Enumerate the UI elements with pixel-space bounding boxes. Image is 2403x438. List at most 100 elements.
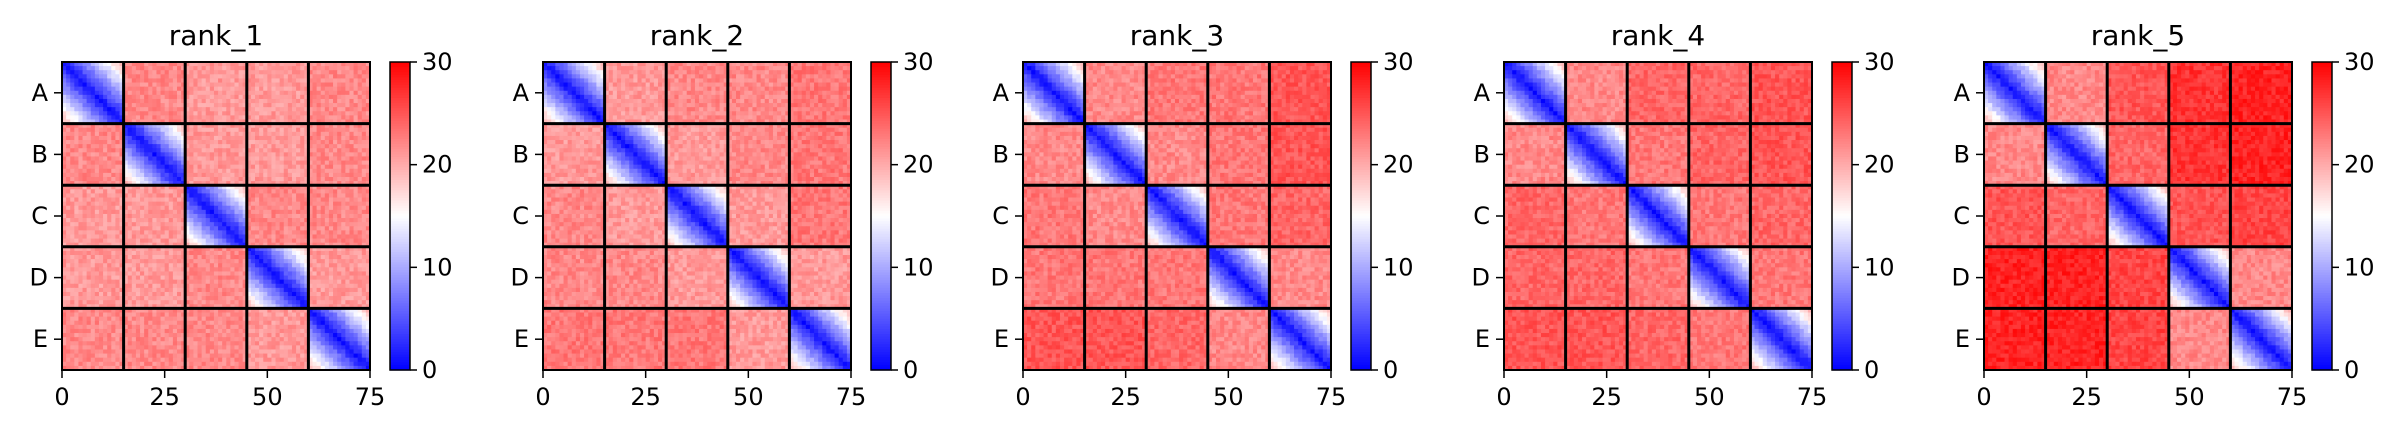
- heatmap-cell: [136, 99, 141, 104]
- heatmap-cell: [83, 234, 88, 239]
- heatmap-cell: [288, 280, 293, 285]
- heatmap-cell: [358, 91, 363, 96]
- heatmap-cell: [136, 267, 141, 272]
- heatmap-cell: [362, 111, 367, 116]
- heatmap-cell: [354, 165, 359, 170]
- heatmap-cell: [128, 103, 133, 108]
- heatmap-cell: [193, 115, 198, 120]
- heatmap-cell: [218, 161, 223, 166]
- heatmap-cell: [128, 193, 133, 198]
- heatmap-cell: [95, 263, 100, 268]
- heatmap-cell: [103, 193, 108, 198]
- heatmap-cell: [329, 66, 334, 71]
- heatmap-cell: [288, 189, 293, 194]
- heatmap-cell: [193, 251, 198, 256]
- heatmap-cell: [66, 259, 71, 264]
- heatmap-cell: [111, 267, 116, 272]
- heatmap-cell: [341, 267, 346, 272]
- heatmap-cell: [70, 255, 75, 260]
- heatmap-cell: [70, 230, 75, 235]
- heatmap-cell: [288, 198, 293, 203]
- heatmap-cell: [271, 259, 276, 264]
- heatmap-cell: [280, 66, 285, 71]
- heatmap-cell: [337, 263, 342, 268]
- heatmap-cell: [161, 234, 166, 239]
- heatmap-cell: [202, 259, 207, 264]
- heatmap-cell: [284, 115, 289, 120]
- heatmap-cell: [111, 107, 116, 112]
- heatmap-cell: [136, 300, 141, 305]
- heatmap-cell: [156, 165, 161, 170]
- heatmap-cell: [267, 239, 272, 244]
- heatmap-cell: [156, 280, 161, 285]
- heatmap-cell: [78, 193, 83, 198]
- heatmap-cell: [325, 193, 330, 198]
- heatmap-cell: [152, 132, 157, 137]
- heatmap-cell: [152, 99, 157, 104]
- heatmap-cell: [115, 99, 120, 104]
- heatmap-cell: [156, 66, 161, 71]
- heatmap-cell: [284, 99, 289, 104]
- heatmap-cell: [132, 271, 137, 276]
- heatmap-cell: [292, 165, 297, 170]
- heatmap-cell: [152, 222, 157, 227]
- heatmap-cell: [177, 70, 182, 75]
- heatmap-cell: [259, 255, 264, 260]
- heatmap-cell: [99, 152, 104, 157]
- heatmap-cell: [313, 193, 318, 198]
- heatmap-cell: [259, 111, 264, 116]
- heatmap-cell: [115, 66, 120, 71]
- heatmap-cell: [358, 161, 363, 166]
- heatmap-cell: [210, 230, 215, 235]
- heatmap-cell: [263, 189, 268, 194]
- heatmap-cell: [251, 111, 256, 116]
- heatmap-cell: [74, 115, 79, 120]
- heatmap-cell: [345, 74, 350, 79]
- heatmap-cell: [263, 300, 268, 305]
- heatmap-cell: [169, 66, 174, 71]
- heatmap-cell: [177, 251, 182, 256]
- heatmap-cell: [251, 288, 256, 293]
- heatmap-cell: [358, 284, 363, 289]
- heatmap-cell: [202, 66, 207, 71]
- heatmap-cell: [300, 78, 305, 83]
- heatmap-cell: [317, 198, 322, 203]
- heatmap-cell: [292, 239, 297, 244]
- heatmap-cell: [165, 288, 170, 293]
- heatmap-cell: [156, 263, 161, 268]
- heatmap-cell: [177, 161, 182, 166]
- heatmap-cell: [292, 259, 297, 264]
- heatmap-cell: [111, 74, 116, 79]
- heatmap-cell: [210, 95, 215, 100]
- heatmap-cell: [337, 300, 342, 305]
- heatmap-cell: [66, 198, 71, 203]
- heatmap-cell: [226, 239, 231, 244]
- heatmap-cell: [267, 99, 272, 104]
- heatmap-cell: [345, 156, 350, 161]
- heatmap-cell: [95, 169, 100, 174]
- heatmap-cell: [288, 66, 293, 71]
- heatmap-cell: [251, 292, 256, 297]
- heatmap-cell: [115, 111, 120, 116]
- heatmap-cell: [148, 276, 153, 281]
- heatmap-cell: [313, 202, 318, 207]
- heatmap-cell: [259, 173, 264, 178]
- heatmap-cell: [136, 255, 141, 260]
- heatmap-cell: [317, 107, 322, 112]
- heatmap-cell: [95, 276, 100, 281]
- heatmap-cell: [267, 70, 272, 75]
- heatmap-cell: [276, 136, 281, 141]
- heatmap-cell: [354, 288, 359, 293]
- heatmap-cell: [230, 74, 235, 79]
- heatmap-cell: [74, 271, 79, 276]
- heatmap-cell: [276, 66, 281, 71]
- heatmap-cell: [263, 107, 268, 112]
- heatmap-cell: [239, 218, 244, 223]
- heatmap-cell: [169, 156, 174, 161]
- heatmap-cell: [132, 251, 137, 256]
- heatmap-cell: [358, 165, 363, 170]
- heatmap-cell: [169, 103, 174, 108]
- heatmap-cell: [321, 218, 326, 223]
- heatmap-cell: [111, 78, 116, 83]
- heatmap-cell: [267, 255, 272, 260]
